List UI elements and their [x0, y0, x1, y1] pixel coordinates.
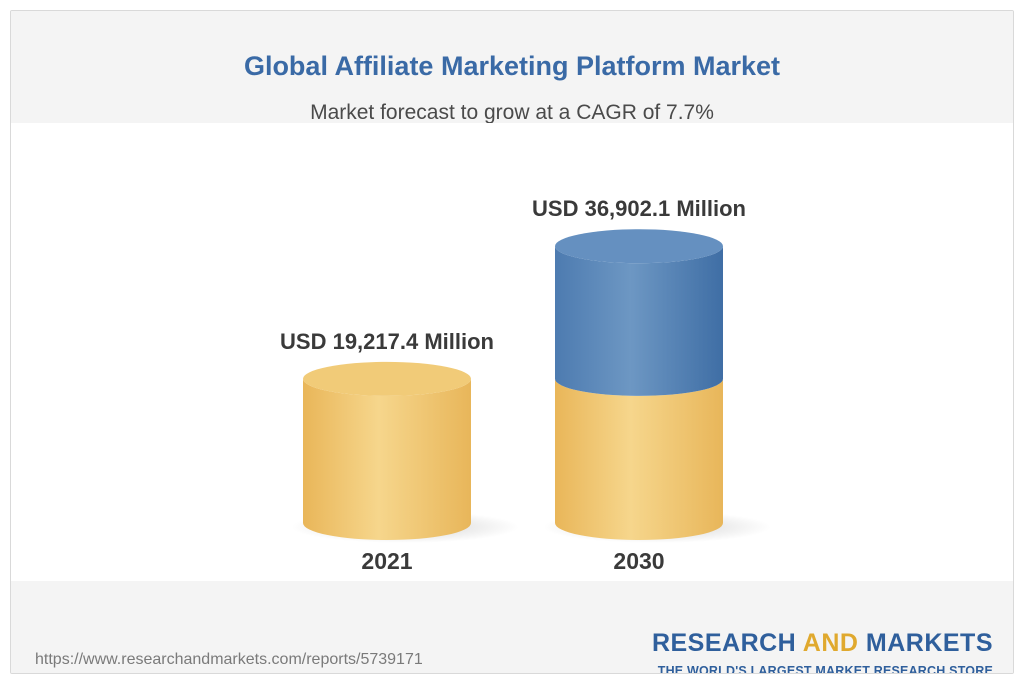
chart-footer: https://www.researchandmarkets.com/repor…	[11, 581, 1013, 673]
cylinder-bar-2030: USD 36,902.1 Million 2030	[532, 196, 771, 574]
brand-name: RESEARCH AND MARKETS	[652, 629, 993, 658]
chart-subtitle: Market forecast to grow at a CAGR of 7.7…	[310, 101, 714, 124]
bar-body-base-segment	[555, 378, 723, 540]
source-url: https://www.researchandmarkets.com/repor…	[35, 651, 423, 668]
chart-title: Global Affiliate Marketing Platform Mark…	[243, 51, 781, 81]
brand-research-word: RESEARCH	[651, 629, 797, 657]
chart-header: Global Affiliate Marketing Platform Mark…	[11, 11, 1013, 124]
bar-body-growth-segment	[555, 246, 723, 396]
bar-top	[303, 361, 471, 396]
chart-card: Global Affiliate Marketing Platform Mark…	[10, 10, 1014, 674]
chart-area: USD 19,217.4 Million 2021 USD 36,902.1 Mil…	[11, 123, 1013, 581]
brand-tagline: THE WORLD'S LARGEST MARKET RESEARCH STOR…	[657, 664, 993, 674]
category-label: 2030	[613, 548, 664, 574]
brand-markets-word: MARKETS	[865, 629, 993, 657]
value-label: USD 36,902.1 Million	[532, 196, 746, 221]
bar-body	[303, 378, 471, 540]
bar-top	[555, 229, 723, 264]
brand-logo: RESEARCH AND MARKETS THE WORLD'S LARGEST…	[652, 629, 993, 674]
category-label: 2021	[361, 548, 412, 574]
cylinder-chart: USD 19,217.4 Million 2021 USD 36,902.1 Mil…	[280, 196, 771, 574]
value-label: USD 19,217.4 Million	[280, 329, 494, 354]
brand-and-word: AND	[802, 629, 859, 657]
cylinder-bar-2021: USD 19,217.4 Million 2021	[280, 329, 519, 574]
